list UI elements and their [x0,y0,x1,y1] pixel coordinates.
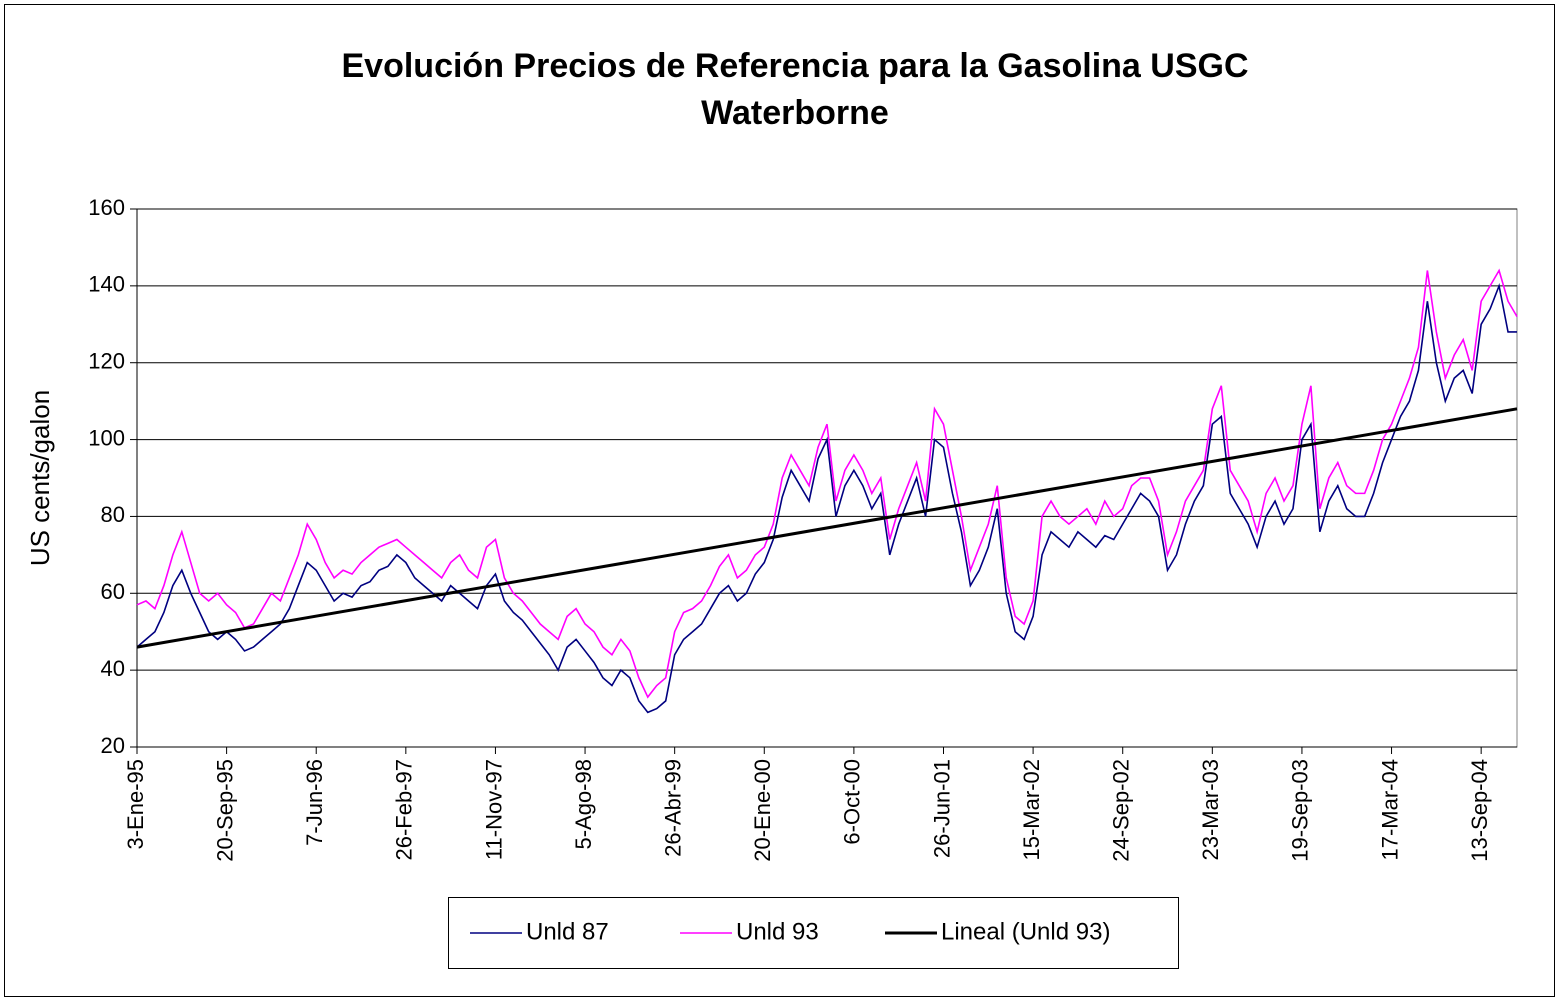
y-tick-label: 60 [101,579,125,604]
chart-subtitle: Waterborne [701,94,889,132]
y-tick-label: 160 [88,195,125,220]
x-tick-label: 23-Mar-03 [1198,759,1223,860]
x-tick-label: 6-Oct-00 [840,759,865,845]
y-tick-label: 80 [101,502,125,527]
x-tick-label: 15-Mar-02 [1019,759,1044,860]
x-tick-label: 19-Sep-03 [1288,759,1313,862]
y-tick-label: 20 [101,733,125,758]
x-tick-label: 5-Ago-98 [571,759,596,850]
y-tick-label: 120 [88,349,125,374]
x-tick-label: 26-Abr-99 [660,759,685,857]
x-tick-label: 24-Sep-02 [1109,759,1134,862]
y-tick-label: 140 [88,272,125,297]
x-tick-label: 26-Jun-01 [929,759,954,858]
x-tick-label: 17-Mar-04 [1377,759,1402,860]
x-tick-label: 20-Ene-00 [750,759,775,862]
y-axis-label: US cents/galon [25,390,55,566]
series-line [136,268,1518,699]
plot-area [136,208,1518,748]
chart-title: Evolución Precios de Referencia para la … [342,47,1249,85]
series-line [136,282,1517,714]
x-tick-label: 13-Sep-04 [1467,759,1492,862]
legend-label: Lineal (Unld 93) [941,918,1110,945]
x-tick-label: 26-Feb-97 [392,759,417,861]
y-tick-label: 100 [88,425,125,450]
legend-box [448,897,1179,969]
y-tick-label: 40 [101,656,125,681]
x-tick-label: 20-Sep-95 [212,759,237,862]
x-tick-label: 11-Nov-97 [481,759,506,860]
x-tick-label: 3-Ene-95 [123,759,148,850]
x-tick-label: 7-Jun-96 [302,759,327,846]
trend-line [136,407,1518,649]
legend-label: Unld 93 [736,918,819,945]
legend-label: Unld 87 [526,918,609,945]
